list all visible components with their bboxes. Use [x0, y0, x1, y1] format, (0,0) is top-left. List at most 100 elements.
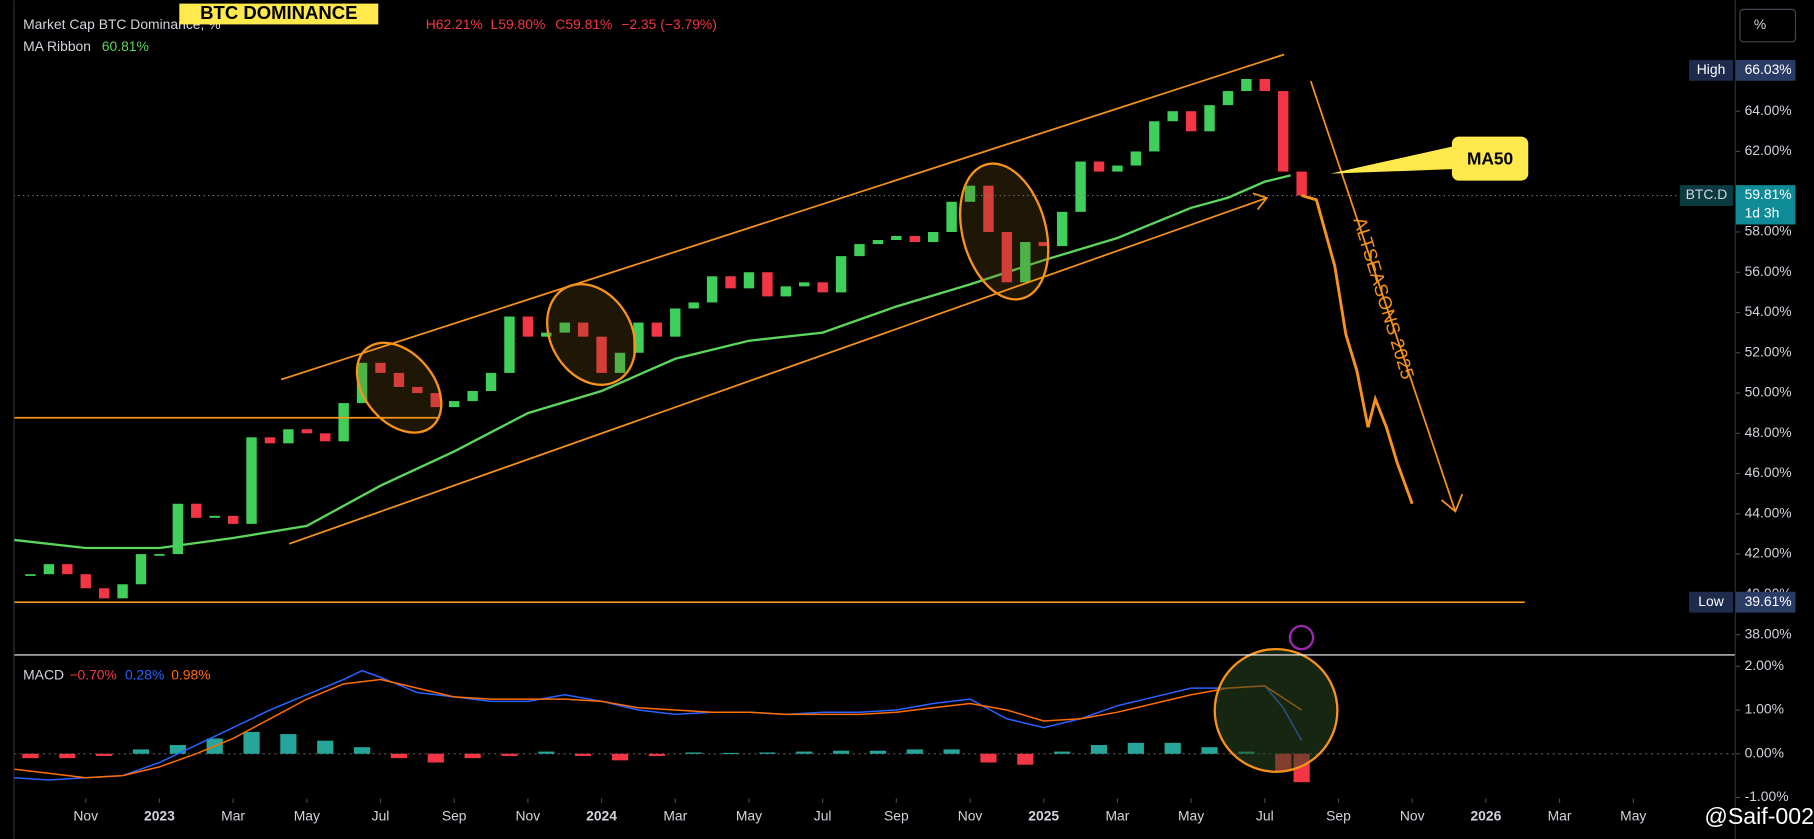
high-value-bg	[1735, 59, 1796, 81]
chart-title: Market Cap BTC Dominance, %	[23, 16, 220, 32]
candle	[1185, 111, 1197, 132]
last-tag-name: BTC.D	[1686, 186, 1728, 202]
candle	[946, 201, 957, 232]
callout	[1451, 136, 1529, 181]
histogram-bar	[243, 731, 260, 754]
ellipse	[355, 341, 443, 434]
histogram-bar	[538, 751, 555, 754]
trend-arrow	[1309, 80, 1457, 512]
y-tick-label: 44.00%	[1745, 504, 1792, 520]
unit-button[interactable]	[1739, 8, 1797, 43]
candle	[596, 336, 607, 373]
histogram-bar	[722, 752, 739, 755]
high-label: High	[1697, 61, 1726, 77]
histogram-bar	[390, 753, 408, 759]
low-label: Low	[1698, 593, 1724, 609]
candle	[762, 272, 773, 297]
x-tick-label: Sep	[1326, 808, 1351, 824]
histogram-bar	[832, 750, 850, 754]
histogram-bar	[685, 752, 702, 754]
candle	[338, 403, 349, 442]
histogram-bar	[796, 751, 813, 754]
candle	[1075, 161, 1086, 212]
ohlc-l: L59.80%	[491, 16, 546, 32]
candle	[246, 437, 257, 524]
macd-line	[13, 669, 1303, 781]
unit-button-label[interactable]: %	[1754, 16, 1766, 32]
y-tick-label: -1.00%	[1745, 788, 1789, 804]
x-tick-label: 2024	[586, 808, 617, 824]
candle	[98, 588, 110, 599]
ma50-label: MA50	[1467, 148, 1513, 168]
candle	[1112, 165, 1123, 172]
candle	[135, 554, 147, 585]
projection-line	[1301, 194, 1414, 505]
candle	[1130, 151, 1142, 166]
x-tick-label: Mar	[1548, 808, 1572, 824]
candle	[264, 437, 276, 444]
candle	[1020, 242, 1031, 283]
ma-line	[13, 174, 1291, 550]
histogram-bar	[464, 753, 481, 759]
candle	[62, 564, 73, 575]
x-tick-label: Sep	[442, 808, 467, 824]
candle	[614, 352, 626, 373]
candle	[1259, 78, 1271, 92]
high-label-bg	[1689, 59, 1734, 81]
candle	[430, 393, 441, 408]
histogram-bar	[169, 745, 186, 754]
low-value: 39.61%	[1745, 593, 1792, 609]
banner: BTC DOMINANCE	[200, 2, 357, 23]
candle	[467, 391, 478, 402]
candle	[1222, 91, 1234, 106]
candle	[799, 282, 810, 287]
candle	[154, 554, 165, 556]
histogram-bar	[1090, 745, 1108, 754]
candle	[1001, 231, 1013, 283]
candle	[393, 372, 405, 387]
legend-value: 60.81%	[102, 38, 149, 54]
x-tick-label: Jul	[372, 808, 390, 824]
ohlc-c: C59.81%	[555, 16, 612, 32]
candle	[172, 503, 184, 555]
x-tick-label: Jul	[814, 808, 832, 824]
y-tick-label: 1.00%	[1745, 701, 1784, 717]
candle	[835, 256, 847, 293]
x-tick-label: Nov	[73, 808, 98, 824]
candle	[412, 386, 423, 394]
x-tick-label: May	[1620, 808, 1646, 824]
candle	[43, 564, 55, 575]
histogram-bar	[96, 753, 113, 756]
x-tick-label: 2023	[144, 808, 175, 824]
y-tick-label: 48.00%	[1745, 424, 1792, 440]
y-tick-label: 58.00%	[1745, 223, 1792, 239]
y-tick-label: 56.00%	[1745, 263, 1792, 279]
channel-upper	[280, 53, 1285, 381]
histogram-bar	[353, 747, 371, 754]
candle	[117, 584, 128, 599]
histogram-bar	[943, 749, 960, 754]
candle	[448, 401, 460, 408]
candle	[1149, 121, 1160, 152]
candle	[909, 236, 920, 243]
last-tag-countdown: 1d 3h	[1745, 205, 1780, 221]
candle	[191, 503, 202, 518]
candle	[1204, 105, 1215, 132]
x-tick-label: May	[1178, 808, 1204, 824]
histogram-bar	[906, 749, 923, 754]
candle	[688, 302, 699, 309]
candle	[375, 362, 386, 373]
x-tick-label: 2025	[1028, 808, 1059, 824]
x-tick-label: Mar	[1105, 808, 1129, 824]
histogram-bar	[317, 740, 334, 754]
change: −2.35 (−3.79%)	[621, 16, 717, 32]
candle	[1038, 242, 1049, 247]
alert-icon[interactable]	[1288, 624, 1315, 651]
candle	[1241, 78, 1252, 92]
candle	[1056, 211, 1068, 247]
histogram-bar	[280, 734, 297, 754]
y-tick-label: 2.00%	[1745, 657, 1784, 673]
candle	[1278, 91, 1289, 172]
